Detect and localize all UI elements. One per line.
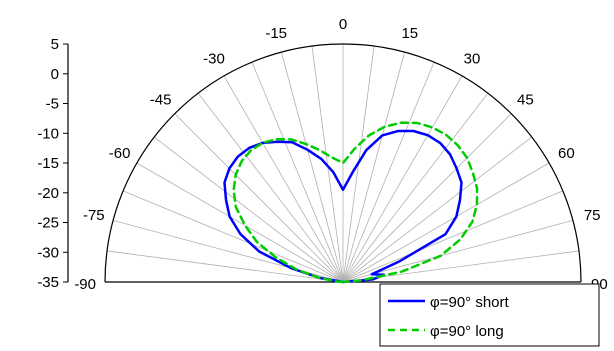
grid-spoke-7 bbox=[197, 92, 344, 283]
grid-spoke-8 bbox=[223, 75, 344, 283]
grid-spoke-5 bbox=[153, 136, 344, 283]
radial-tick-label: -5 bbox=[46, 96, 59, 113]
legend-box bbox=[379, 283, 600, 347]
grid-spoke-10 bbox=[281, 52, 344, 283]
radial-tick-label: -30 bbox=[37, 244, 59, 261]
angle-tick-label: -45 bbox=[150, 92, 172, 109]
radial-axis: 5 0 -5 -10 -15 -20 -25 -30 -35 bbox=[37, 36, 69, 291]
series-line-long bbox=[232, 121, 479, 284]
radial-tick-label: 0 bbox=[51, 66, 59, 83]
angle-tick-label: -30 bbox=[203, 51, 225, 68]
series-line-short bbox=[223, 129, 463, 284]
angle-tick-label: -75 bbox=[83, 207, 105, 224]
grid-spoke-4 bbox=[136, 162, 344, 283]
grid-spoke-20 bbox=[342, 162, 550, 283]
grid-spoke-18 bbox=[342, 113, 512, 283]
grid-spoke-6 bbox=[174, 113, 344, 283]
angle-tick-label: 45 bbox=[517, 92, 534, 109]
radial-tick-label: -10 bbox=[37, 125, 59, 142]
grid-spoke-17 bbox=[342, 92, 489, 283]
angle-tick-labels: -90-75-60-45-30-150153045607590 bbox=[74, 16, 607, 293]
angle-tick-label: -90 bbox=[74, 276, 96, 293]
legend: φ=90° short φ=90° long bbox=[379, 283, 600, 347]
angle-tick-label: 0 bbox=[339, 16, 347, 33]
grid-spoke-22 bbox=[342, 220, 573, 283]
radial-tick-label: -35 bbox=[37, 274, 59, 291]
grid-spoke-3 bbox=[122, 190, 344, 283]
grid-spoke-15 bbox=[342, 61, 435, 283]
angle-tick-label: -15 bbox=[265, 25, 287, 42]
grid-spoke-19 bbox=[342, 136, 533, 283]
legend-label-long: φ=90° long bbox=[430, 323, 504, 340]
angle-tick-label: -60 bbox=[109, 145, 131, 162]
radial-tick-label: -15 bbox=[37, 155, 59, 172]
angle-tick-label: 75 bbox=[584, 207, 601, 224]
grid-spoke-16 bbox=[342, 75, 463, 283]
series-layer bbox=[223, 121, 479, 284]
radial-tick-label: -20 bbox=[37, 185, 59, 202]
angle-tick-label: 60 bbox=[558, 145, 575, 162]
outer-circle bbox=[104, 43, 582, 283]
legend-label-short: φ=90° short bbox=[430, 294, 510, 311]
grid-spoke-1 bbox=[106, 250, 344, 283]
radial-tick-label: 5 bbox=[51, 36, 59, 53]
grid-spoke-14 bbox=[342, 52, 405, 283]
grid-spoke-9 bbox=[251, 61, 344, 283]
grid-spoke-21 bbox=[342, 190, 564, 283]
angle-tick-label: 15 bbox=[401, 25, 418, 42]
radial-tick-label: -25 bbox=[37, 215, 59, 232]
angle-tick-label: 30 bbox=[464, 51, 481, 68]
